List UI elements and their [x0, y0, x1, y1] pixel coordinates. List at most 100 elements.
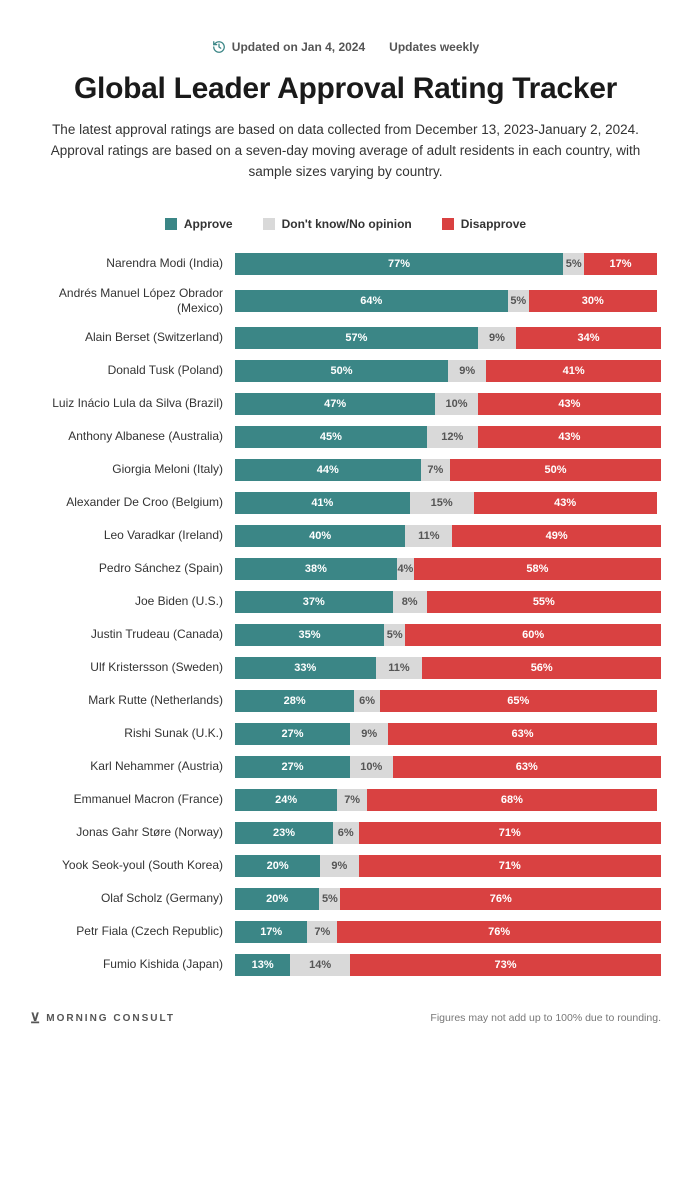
- segment-disapprove: 63%: [393, 756, 661, 778]
- row-label: Alain Berset (Switzerland): [30, 330, 235, 345]
- segment-disapprove: 43%: [478, 393, 661, 415]
- segment-disapprove: 41%: [486, 360, 661, 382]
- segment-neutral: 9%: [448, 360, 486, 382]
- stacked-bar: 41%15%43%: [235, 492, 661, 514]
- segment-disapprove: 73%: [350, 954, 661, 976]
- segment-disapprove: 65%: [380, 690, 657, 712]
- segment-approve: 17%: [235, 921, 307, 943]
- chart-row: Yook Seok-youl (South Korea)20%9%71%: [30, 855, 661, 877]
- segment-disapprove: 17%: [584, 253, 656, 275]
- stacked-bar-chart: Narendra Modi (India)77%5%17%Andrés Manu…: [30, 253, 661, 976]
- segment-approve: 41%: [235, 492, 410, 514]
- segment-neutral: 8%: [393, 591, 427, 613]
- stacked-bar: 28%6%65%: [235, 690, 661, 712]
- chart-row: Joe Biden (U.S.)37%8%55%: [30, 591, 661, 613]
- swatch-neutral: [263, 218, 275, 230]
- segment-approve: 27%: [235, 756, 350, 778]
- segment-disapprove: 71%: [359, 822, 661, 844]
- segment-approve: 40%: [235, 525, 405, 547]
- segment-neutral: 9%: [478, 327, 516, 349]
- chart-footer: ⊻ MORNING CONSULT Figures may not add up…: [30, 1004, 661, 1027]
- stacked-bar: 33%11%56%: [235, 657, 661, 679]
- segment-approve: 57%: [235, 327, 478, 349]
- chart-row: Olaf Scholz (Germany)20%5%76%: [30, 888, 661, 910]
- stacked-bar: 44%7%50%: [235, 459, 661, 481]
- chart-row: Alexander De Croo (Belgium)41%15%43%: [30, 492, 661, 514]
- segment-neutral: 7%: [307, 921, 337, 943]
- segment-disapprove: 50%: [450, 459, 661, 481]
- row-label: Donald Tusk (Poland): [30, 363, 235, 378]
- stacked-bar: 77%5%17%: [235, 253, 661, 275]
- segment-neutral: 14%: [290, 954, 350, 976]
- brand-text: MORNING CONSULT: [46, 1013, 175, 1024]
- stacked-bar: 47%10%43%: [235, 393, 661, 415]
- row-label: Mark Rutte (Netherlands): [30, 693, 235, 708]
- segment-approve: 24%: [235, 789, 337, 811]
- chart-row: Narendra Modi (India)77%5%17%: [30, 253, 661, 275]
- segment-disapprove: 56%: [422, 657, 661, 679]
- chart-row: Jonas Gahr Støre (Norway)23%6%71%: [30, 822, 661, 844]
- segment-approve: 23%: [235, 822, 333, 844]
- swatch-approve: [165, 218, 177, 230]
- stacked-bar: 35%5%60%: [235, 624, 661, 646]
- segment-disapprove: 55%: [427, 591, 661, 613]
- stacked-bar: 38%4%58%: [235, 558, 661, 580]
- segment-neutral: 11%: [405, 525, 452, 547]
- brand-mark-icon: ⊻: [30, 1010, 40, 1027]
- subtitle: The latest approval ratings are based on…: [46, 120, 646, 183]
- segment-neutral: 5%: [384, 624, 405, 646]
- stacked-bar: 27%9%63%: [235, 723, 661, 745]
- chart-row: Karl Nehammer (Austria)27%10%63%: [30, 756, 661, 778]
- segment-neutral: 5%: [319, 888, 340, 910]
- row-label: Justin Trudeau (Canada): [30, 627, 235, 642]
- segment-approve: 37%: [235, 591, 393, 613]
- row-label: Joe Biden (U.S.): [30, 594, 235, 609]
- chart-container: Updated on Jan 4, 2024 Updates weekly Gl…: [0, 0, 691, 1057]
- chart-row: Luiz Inácio Lula da Silva (Brazil)47%10%…: [30, 393, 661, 415]
- row-label: Narendra Modi (India): [30, 256, 235, 271]
- segment-neutral: 7%: [337, 789, 367, 811]
- stacked-bar: 20%5%76%: [235, 888, 661, 910]
- updated-label: Updated on Jan 4, 2024: [212, 40, 365, 54]
- legend-neutral-label: Don't know/No opinion: [282, 217, 412, 231]
- chart-row: Petr Fiala (Czech Republic)17%7%76%: [30, 921, 661, 943]
- stacked-bar: 17%7%76%: [235, 921, 661, 943]
- row-label: Giorgia Meloni (Italy): [30, 462, 235, 477]
- chart-row: Justin Trudeau (Canada)35%5%60%: [30, 624, 661, 646]
- segment-neutral: 9%: [350, 723, 388, 745]
- segment-disapprove: 76%: [340, 888, 661, 910]
- chart-row: Emmanuel Macron (France)24%7%68%: [30, 789, 661, 811]
- legend-disapprove: Disapprove: [442, 217, 526, 231]
- segment-neutral: 4%: [397, 558, 414, 580]
- stacked-bar: 23%6%71%: [235, 822, 661, 844]
- row-label: Olaf Scholz (Germany): [30, 891, 235, 906]
- segment-approve: 50%: [235, 360, 448, 382]
- segment-disapprove: 63%: [388, 723, 656, 745]
- segment-neutral: 5%: [508, 290, 529, 312]
- segment-disapprove: 60%: [405, 624, 661, 646]
- row-label: Leo Varadkar (Ireland): [30, 528, 235, 543]
- segment-disapprove: 76%: [337, 921, 661, 943]
- chart-row: Ulf Kristersson (Sweden)33%11%56%: [30, 657, 661, 679]
- legend-approve-label: Approve: [184, 217, 233, 231]
- segment-neutral: 10%: [435, 393, 478, 415]
- row-label: Rishi Sunak (U.K.): [30, 726, 235, 741]
- chart-row: Pedro Sánchez (Spain)38%4%58%: [30, 558, 661, 580]
- legend-disapprove-label: Disapprove: [461, 217, 526, 231]
- segment-neutral: 12%: [427, 426, 478, 448]
- row-label: Fumio Kishida (Japan): [30, 957, 235, 972]
- row-label: Jonas Gahr Støre (Norway): [30, 825, 235, 840]
- chart-row: Rishi Sunak (U.K.)27%9%63%: [30, 723, 661, 745]
- segment-approve: 27%: [235, 723, 350, 745]
- segment-neutral: 10%: [350, 756, 393, 778]
- segment-approve: 35%: [235, 624, 384, 646]
- segment-approve: 77%: [235, 253, 563, 275]
- chart-row: Donald Tusk (Poland)50%9%41%: [30, 360, 661, 382]
- segment-approve: 28%: [235, 690, 354, 712]
- row-label: Karl Nehammer (Austria): [30, 759, 235, 774]
- row-label: Anthony Albanese (Australia): [30, 429, 235, 444]
- segment-approve: 20%: [235, 855, 320, 877]
- segment-disapprove: 58%: [414, 558, 661, 580]
- stacked-bar: 13%14%73%: [235, 954, 661, 976]
- frequency-label: Updates weekly: [389, 40, 479, 54]
